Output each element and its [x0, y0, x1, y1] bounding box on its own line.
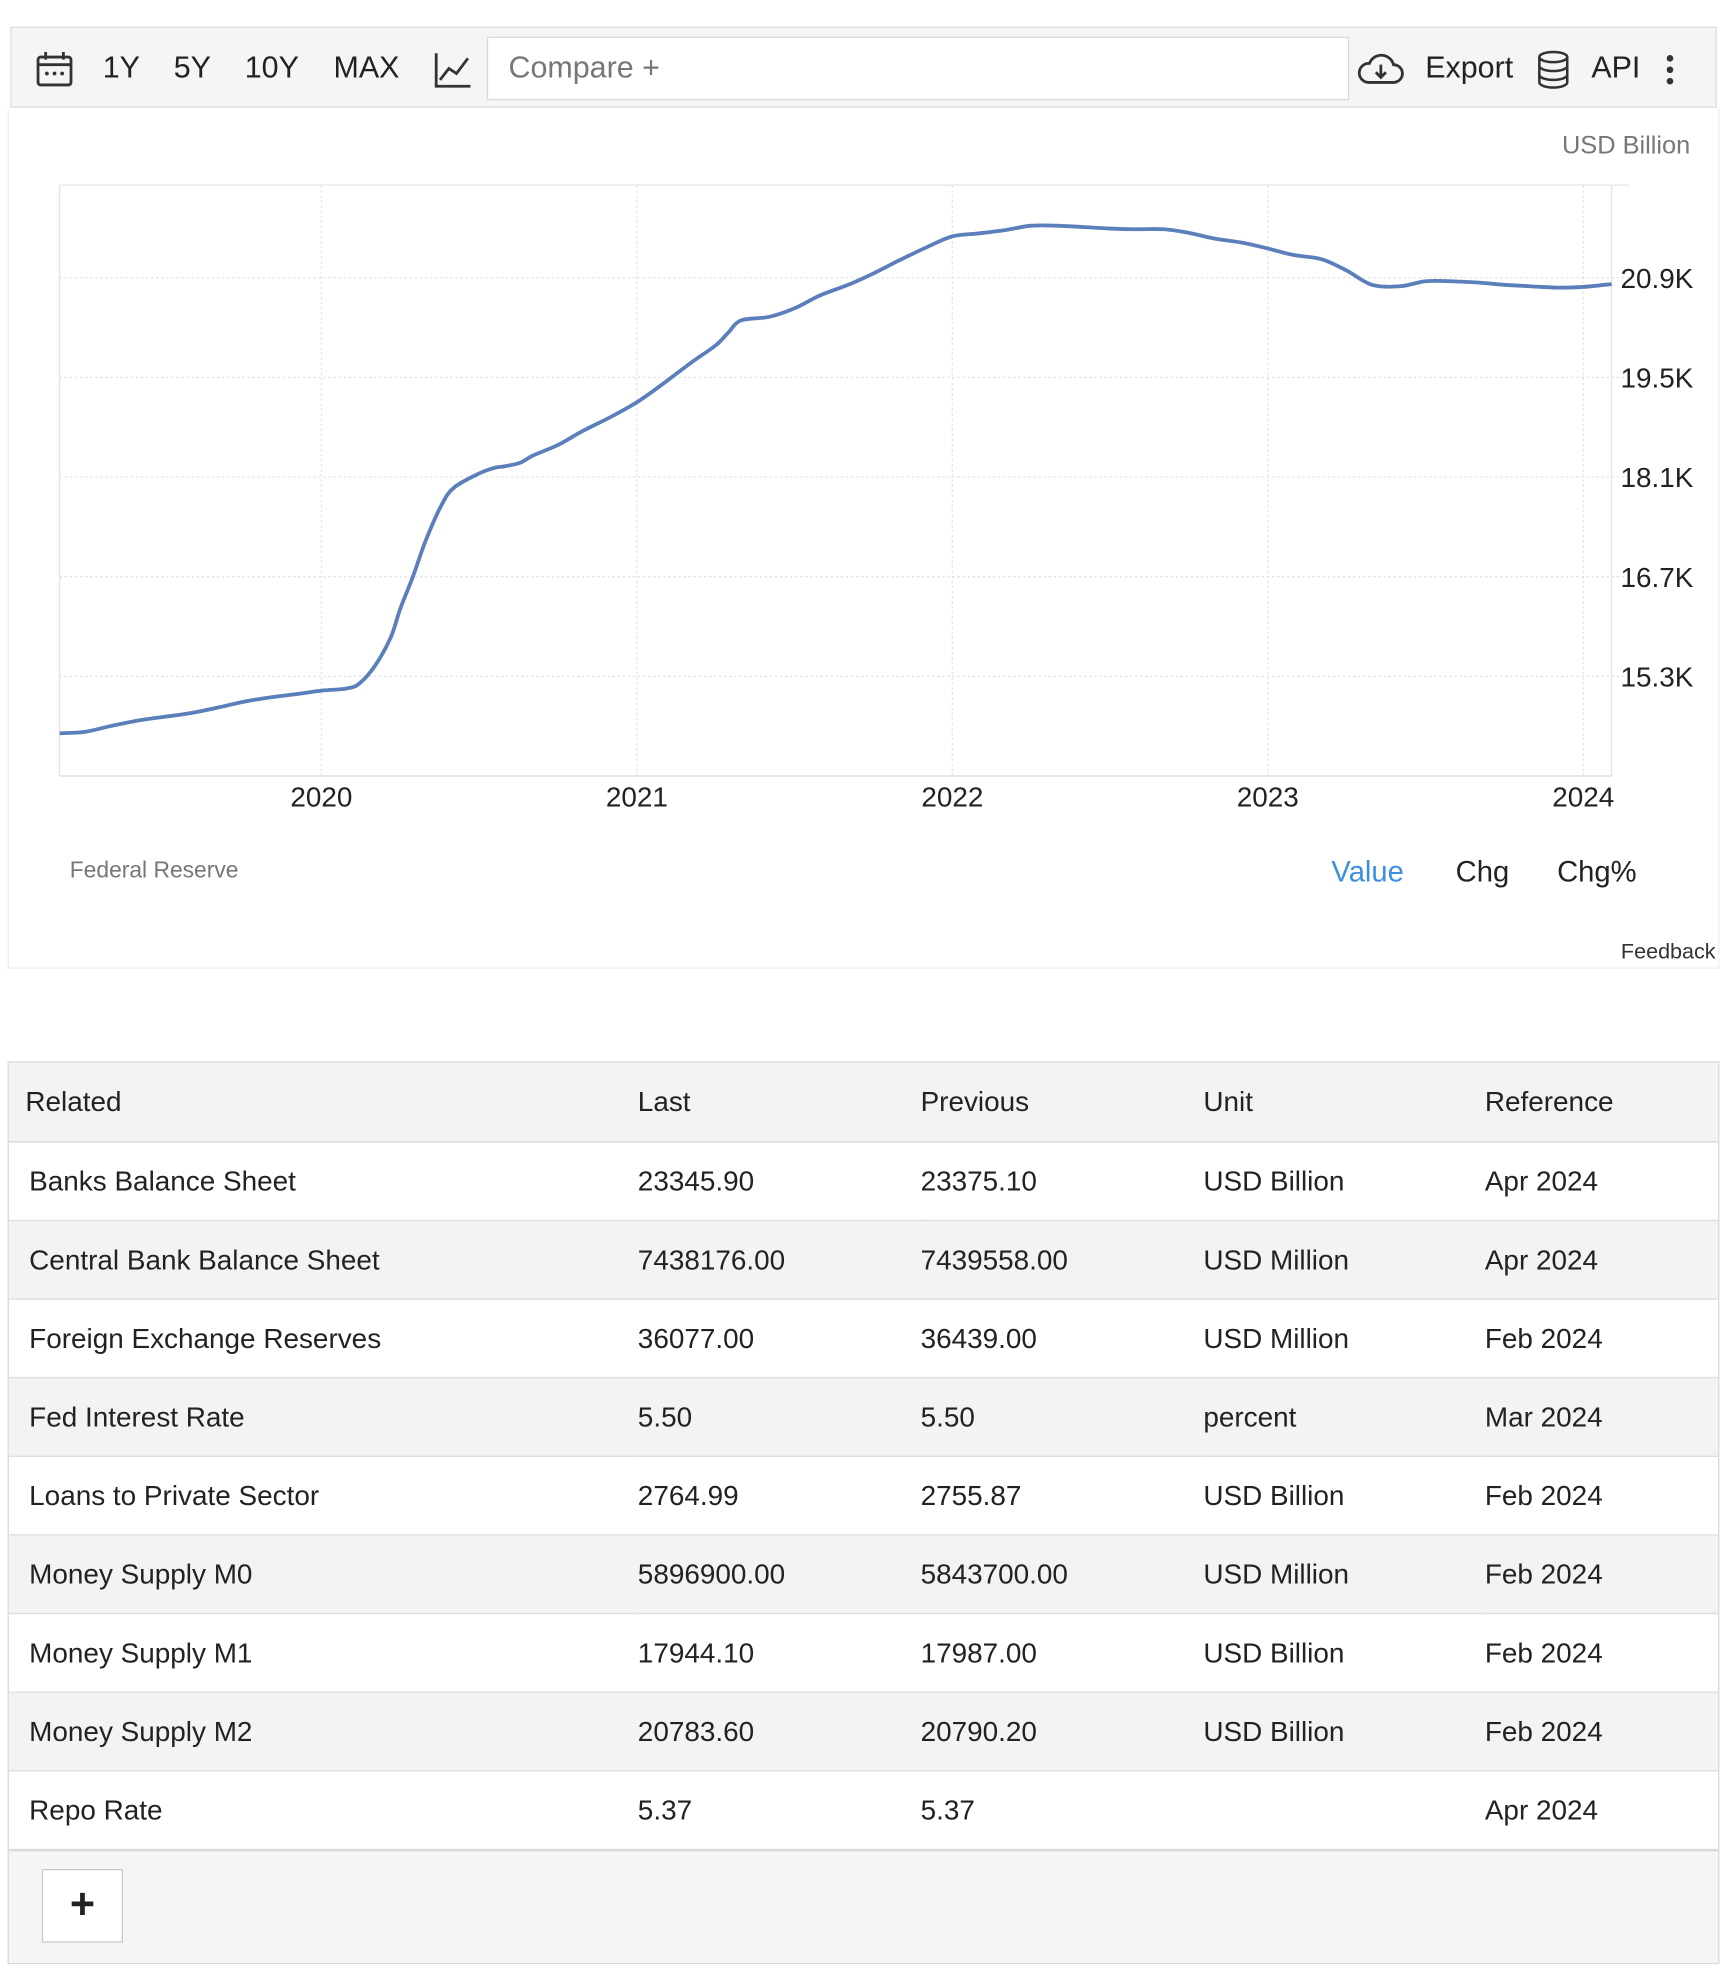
x-tick-label: 2024 [1552, 781, 1614, 812]
cell-previous: 7439558.00 [920, 1220, 1204, 1300]
table-row: Foreign Exchange Reserves 36077.00 36439.0… [8, 1299, 1719, 1379]
y-tick-label: 20.9K [1621, 263, 1694, 294]
table-row: Money Supply M1 17944.10 17987.00 USD Billi… [8, 1613, 1719, 1693]
api-button[interactable]: API [1591, 50, 1641, 85]
chart-toolbar: 1Y 5Y 10Y MAX Compare + Export API [10, 26, 1717, 108]
cell-related[interactable]: Central Bank Balance Sheet [8, 1220, 638, 1300]
add-row-button[interactable]: + [41, 1869, 123, 1943]
cell-last: 5896900.00 [637, 1534, 921, 1615]
cell-unit: USD Million [1203, 1534, 1485, 1615]
cell-last: 2764.99 [637, 1456, 921, 1536]
x-tick-label: 2021 [606, 781, 668, 812]
compare-input[interactable]: Compare + [486, 36, 1350, 101]
header-previous: Previous [920, 1062, 1204, 1143]
cell-reference: Feb 2024 [1484, 1299, 1719, 1379]
cell-reference: Feb 2024 [1484, 1692, 1719, 1772]
cell-previous: 36439.00 [920, 1299, 1204, 1379]
chart-panel: USD Billion 15.3K 16.7K 18.1K 19.5K 20.9K 202… [7, 109, 1720, 969]
cell-reference: Apr 2024 [1484, 1770, 1719, 1851]
table-header-row: Related Last Previous Unit Reference [8, 1062, 1719, 1143]
cell-previous: 20790.20 [920, 1692, 1204, 1772]
more-vertical-icon[interactable] [1657, 49, 1682, 90]
cell-reference: Apr 2024 [1484, 1141, 1719, 1222]
y-tick-label: 19.5K [1621, 362, 1694, 393]
source-label: Federal Reserve [69, 857, 239, 883]
cell-unit: USD Million [1203, 1220, 1485, 1300]
cell-unit: USD Billion [1203, 1141, 1485, 1222]
header-unit: Unit [1203, 1062, 1485, 1143]
cell-reference: Mar 2024 [1484, 1377, 1719, 1457]
header-related: Related [8, 1062, 638, 1143]
table-row: Central Bank Balance Sheet 7438176.00 7439… [8, 1220, 1719, 1300]
calendar-icon[interactable] [34, 49, 75, 90]
cell-previous: 17987.00 [920, 1613, 1204, 1693]
export-button[interactable]: Export [1425, 50, 1514, 85]
table-body: Banks Balance Sheet 23345.90 23375.10 USD B… [8, 1141, 1719, 1851]
table-footer: + [8, 1850, 1719, 1963]
mode-value-tab[interactable]: Value [1331, 854, 1404, 888]
x-tick-label: 2022 [921, 781, 983, 812]
cell-related[interactable]: Money Supply M0 [8, 1534, 638, 1615]
x-tick-label: 2020 [290, 781, 352, 812]
y-tick-label: 16.7K [1621, 562, 1694, 593]
cell-last: 20783.60 [637, 1692, 921, 1772]
cell-reference: Feb 2024 [1484, 1456, 1719, 1536]
y-tick-label: 18.1K [1621, 462, 1694, 493]
table-row: Fed Interest Rate 5.50 5.50 percent Mar 2024 [8, 1377, 1719, 1457]
x-tick-label: 2023 [1237, 781, 1299, 812]
cell-unit [1203, 1770, 1485, 1851]
range-max-button[interactable]: MAX [333, 50, 400, 85]
cell-last: 7438176.00 [637, 1220, 921, 1300]
header-reference: Reference [1484, 1062, 1719, 1143]
cell-related[interactable]: Repo Rate [8, 1770, 638, 1851]
cell-last: 5.37 [637, 1770, 921, 1851]
cell-related[interactable]: Banks Balance Sheet [8, 1141, 638, 1222]
cell-unit: USD Million [1203, 1299, 1485, 1379]
related-table: Related Last Previous Unit Reference Ban… [7, 1061, 1720, 1965]
table-row: Banks Balance Sheet 23345.90 23375.10 USD B… [8, 1141, 1719, 1222]
mode-chg-pct-tab[interactable]: Chg% [1557, 854, 1637, 888]
table-row: Money Supply M2 20783.60 20790.20 USD Billi… [8, 1692, 1719, 1772]
cell-unit: USD Billion [1203, 1613, 1485, 1693]
cell-unit: USD Billion [1203, 1692, 1485, 1772]
cell-reference: Feb 2024 [1484, 1534, 1719, 1615]
cell-reference: Feb 2024 [1484, 1613, 1719, 1693]
cell-related[interactable]: Money Supply M2 [8, 1692, 638, 1772]
cell-unit: USD Billion [1203, 1456, 1485, 1536]
cell-last: 36077.00 [637, 1299, 921, 1379]
cell-previous: 5843700.00 [920, 1534, 1204, 1615]
header-last: Last [637, 1062, 921, 1143]
cell-related[interactable]: Fed Interest Rate [8, 1377, 638, 1457]
cell-previous: 23375.10 [920, 1141, 1204, 1222]
cell-last: 5.50 [637, 1377, 921, 1457]
series-line [59, 223, 1612, 736]
table-row: Loans to Private Sector 2764.99 2755.87 USD… [8, 1456, 1719, 1536]
mode-chg-tab[interactable]: Chg [1455, 854, 1510, 888]
cell-previous: 5.37 [920, 1770, 1204, 1851]
cell-related[interactable]: Foreign Exchange Reserves [8, 1299, 638, 1379]
range-10y-button[interactable]: 10Y [244, 50, 299, 85]
feedback-link[interactable]: Feedback [1620, 939, 1716, 964]
table-row: Money Supply M0 5896900.00 5843700.00 USD M… [8, 1534, 1719, 1615]
range-1y-button[interactable]: 1Y [102, 50, 140, 85]
database-icon[interactable] [1533, 49, 1574, 90]
line-chart: 15.3K 16.7K 18.1K 19.5K 20.9K 2020 2021 2022 202… [58, 184, 1694, 812]
y-tick-label: 15.3K [1621, 661, 1694, 692]
cell-related[interactable]: Money Supply M1 [8, 1613, 638, 1693]
table-row: Repo Rate 5.37 5.37 Apr 2024 [8, 1770, 1719, 1851]
line-chart-icon[interactable] [432, 49, 473, 90]
cell-previous: 5.50 [920, 1377, 1204, 1457]
cell-reference: Apr 2024 [1484, 1220, 1719, 1300]
cell-last: 17944.10 [637, 1613, 921, 1693]
cloud-download-icon[interactable] [1355, 49, 1406, 90]
unit-label: USD Billion [1561, 131, 1691, 160]
cell-related[interactable]: Loans to Private Sector [8, 1456, 638, 1536]
cell-last: 23345.90 [637, 1141, 921, 1222]
cell-unit: percent [1203, 1377, 1485, 1457]
cell-previous: 2755.87 [920, 1456, 1204, 1536]
range-5y-button[interactable]: 5Y [173, 50, 211, 85]
